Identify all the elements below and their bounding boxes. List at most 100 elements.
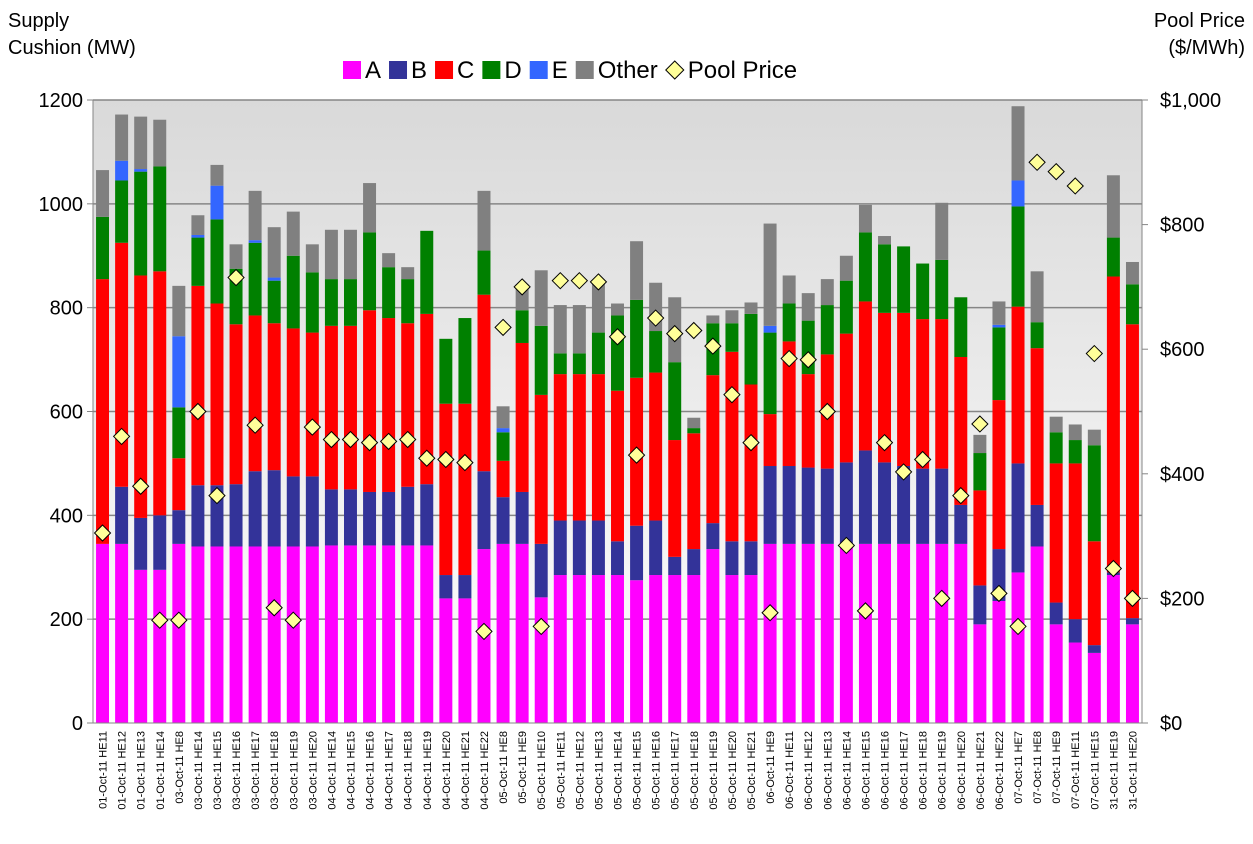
bar-segment (458, 575, 472, 599)
y2-tick-label: $400 (1160, 464, 1205, 486)
price-marker (93, 524, 112, 542)
price-marker (532, 617, 550, 636)
bar-segment (725, 541, 739, 576)
bar-segment (1087, 652, 1101, 723)
y-tick-label: 400 (50, 505, 83, 527)
x-tick-label: 05-Oct-11 HE9 (517, 731, 529, 804)
bar-segment (820, 468, 834, 544)
bar-segment (782, 275, 796, 304)
bar-segment (725, 323, 739, 352)
y2-tick-label: $600 (1160, 339, 1205, 361)
bar-segment (1049, 463, 1063, 603)
bar-segment (649, 520, 663, 576)
x-tick-label: 03-Oct-11 HE17 (250, 731, 262, 810)
x-tick-label: 05-Oct-11 HE13 (593, 731, 605, 810)
x-tick-label: 05-Oct-11 HE12 (574, 731, 586, 810)
price-marker (437, 450, 455, 469)
bar-segment (401, 545, 415, 723)
x-tick-label: 05-Oct-11 HE19 (708, 731, 720, 810)
price-marker (971, 415, 989, 433)
bar-segment (935, 543, 949, 723)
legend: A B C D E Other Pool Price (343, 57, 797, 84)
bar-segment (1106, 575, 1120, 723)
bar-segment (687, 433, 701, 550)
bar-segment (725, 575, 739, 723)
bar-segment (534, 394, 548, 544)
bar-segment (839, 462, 853, 544)
price-marker (475, 622, 493, 641)
bar-segment (96, 216, 110, 280)
bar-segment (744, 575, 758, 723)
bar-segment (134, 517, 148, 570)
x-tick-label: 04-Oct-11 HE20 (441, 731, 453, 810)
bar-segment (1087, 645, 1101, 653)
bar-segment (458, 403, 472, 576)
bar-segment (687, 417, 701, 429)
bar-segment (801, 293, 815, 321)
bar-segment (897, 543, 911, 723)
bar-segment (248, 315, 262, 472)
x-tick-label: 05-Oct-11 HE8 (498, 731, 510, 804)
price-marker (418, 449, 436, 467)
bar-segment (1011, 206, 1025, 307)
price-marker (151, 611, 169, 629)
bar-segment (1068, 424, 1082, 441)
bar-segment (267, 280, 281, 324)
x-tick-label: 06-Oct-11 HE20 (956, 731, 968, 810)
bar-segment (305, 272, 319, 333)
bar-segment (115, 160, 129, 181)
bar-segment (763, 466, 777, 544)
bar-segment (324, 229, 338, 280)
bar-segment (363, 310, 377, 492)
bar-segment (611, 541, 624, 576)
bar-segment (916, 468, 930, 544)
bar-segment (191, 546, 205, 723)
bar-segment (1049, 416, 1063, 433)
bar-segment (401, 279, 415, 324)
bar-segment (191, 215, 205, 235)
price-marker (646, 309, 665, 327)
bar-segment (878, 312, 892, 463)
bar-segment (992, 327, 1006, 401)
x-tick-label: 01-Oct-11 HE14 (155, 731, 167, 810)
y-tick-label: 200 (50, 609, 83, 631)
bar-segment (1049, 602, 1063, 625)
bar-segment (382, 318, 396, 492)
x-tick-label: 04-Oct-11 HE22 (479, 731, 491, 810)
bar-segment (935, 259, 949, 320)
bar-segment (515, 342, 529, 492)
bar-segment (1030, 348, 1044, 505)
price-marker (799, 351, 817, 369)
bar-segment (534, 543, 548, 598)
bar-segment (553, 353, 567, 375)
bar-segment (134, 116, 148, 170)
bar-segment (1125, 284, 1139, 325)
bar-segment (1125, 618, 1139, 625)
x-tick-label: 03-Oct-11 HE20 (307, 731, 319, 810)
bar-segment (420, 313, 434, 485)
bar-segment (1030, 271, 1044, 323)
bar-segment (706, 523, 720, 550)
bar-segment (134, 169, 148, 172)
bar-segment (172, 458, 186, 511)
bar-segment (706, 315, 720, 324)
bar-segment (1125, 324, 1139, 619)
y2-axis-label: Pool Price ($/MWh) (1153, 10, 1245, 59)
price-marker (1047, 162, 1065, 181)
bar-segment (973, 585, 987, 625)
bar-segment (1011, 463, 1025, 573)
x-tick-label: 05-Oct-11 HE16 (651, 731, 663, 810)
bar-segment (305, 332, 319, 477)
price-marker (494, 318, 512, 337)
bar-segment (1068, 440, 1082, 464)
bar-segment (992, 600, 1006, 723)
bar-segment (839, 333, 853, 463)
bar-segment (973, 434, 987, 454)
price-marker (627, 446, 646, 464)
price-marker (456, 453, 474, 472)
bar-segment (954, 297, 968, 357)
bar-segment (115, 543, 129, 723)
bar-segment (649, 372, 663, 521)
bar-segment (191, 237, 205, 286)
bar-segment (420, 484, 434, 546)
